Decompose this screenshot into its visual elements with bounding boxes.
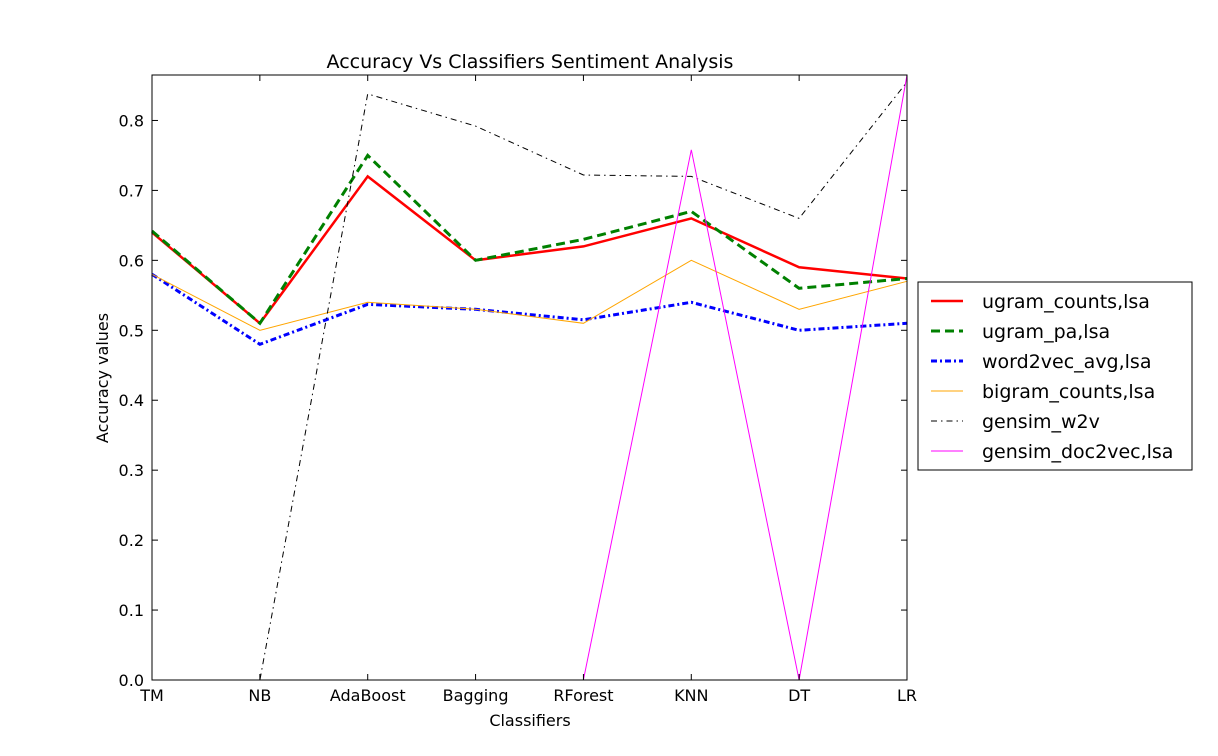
x-tick-label: KNN [674,686,708,705]
y-tick-label: 0.7 [119,181,144,200]
series-line-5 [152,74,908,681]
series-line-1 [151,153,908,326]
legend-label-5: gensim_doc2vec,lsa [982,441,1173,463]
plot-frame [151,74,908,681]
legend-label-4: gensim_w2v [982,411,1100,433]
y-axis-label: Accuracy values [93,313,112,443]
x-tick-label: AdaBoost [330,686,406,705]
x-tick-label: Bagging [443,686,509,705]
series-line-4 [152,81,908,681]
y-tick-label: 0.3 [119,461,144,480]
chart-title: Accuracy Vs Classifiers Sentiment Analys… [327,51,734,73]
legend-label-3: bigram_counts,lsa [982,381,1155,403]
plot-area [151,74,908,681]
y-tick-label: 0.1 [119,601,144,620]
y-axis: 0.0 0.1 0.2 0.3 0.4 0.5 0.6 0.7 0.8 [119,111,907,690]
x-tick-label: DT [788,686,810,705]
legend-label-0: ugram_counts,lsa [982,291,1150,313]
y-tick-label: 0.8 [119,111,144,130]
legend-label-1: ugram_pa,lsa [982,321,1110,343]
x-tick-label: RForest [553,686,613,705]
y-tick-label: 0.4 [119,391,144,410]
series-line-3 [151,259,908,331]
x-axis-label: Classifiers [489,711,570,730]
y-tick-label: 0.5 [119,321,144,340]
y-tick-label: 0.2 [119,531,144,550]
x-tick-label: NB [248,686,271,705]
legend-label-2: word2vec_avg,lsa [982,351,1151,373]
series-line-0 [151,174,908,326]
y-tick-label: 0.0 [119,671,144,690]
legend: ugram_counts,lsa ugram_pa,lsa word2vec_avg… [917,281,1193,471]
x-axis: TM NB AdaBoost Bagging RForest KNN DT LR [139,75,917,705]
y-tick-label: 0.6 [119,251,144,270]
series-line-2 [151,273,908,346]
x-tick-label: LR [897,686,917,705]
x-tick-label: TM [139,686,164,705]
legend-box [917,281,1193,471]
